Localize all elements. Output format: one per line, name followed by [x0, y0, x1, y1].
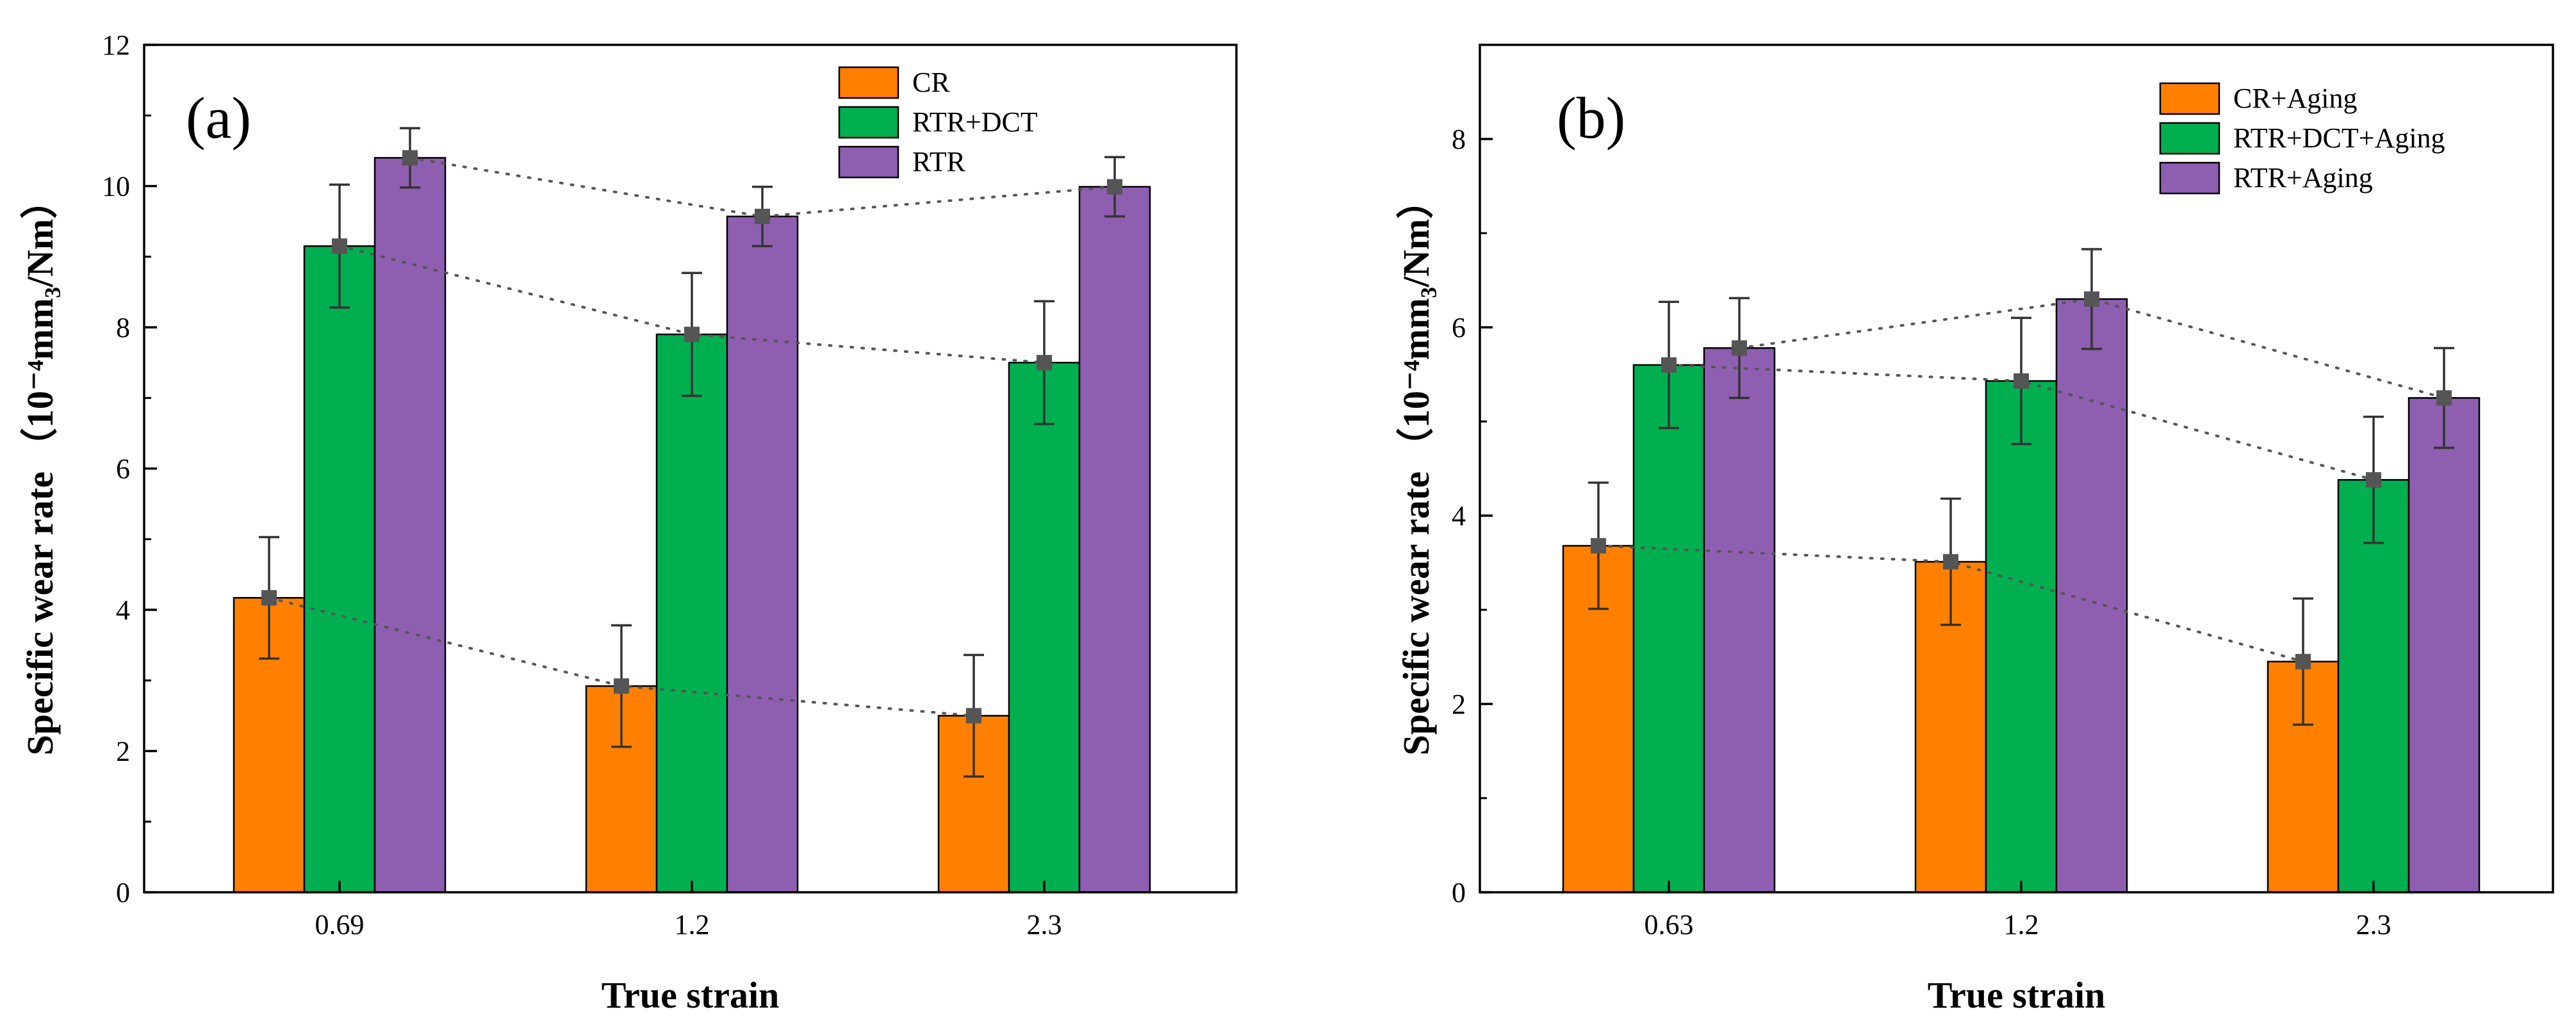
y-tick-label: 4 [116, 594, 130, 626]
y-axis-title-units: （10⁻⁴mm₃/Nm） [19, 182, 61, 465]
bar-rtr-aging-2.3 [2408, 397, 2481, 894]
mean-marker-rtr-2.3 [1107, 179, 1122, 195]
y-tick-label: 12 [102, 29, 130, 61]
bar-rtr-0.69 [373, 157, 447, 894]
mean-marker-rtr-dct-2.3 [1037, 355, 1052, 371]
y-tick-label: 6 [1452, 312, 1466, 343]
bar-rtr-aging-1.2 [2055, 298, 2128, 894]
bar-rtr-2.3 [1078, 186, 1151, 894]
mean-marker-cr-aging-2.3 [2295, 653, 2311, 669]
legend-label-cr-aging: CR+Aging [2233, 83, 2358, 114]
trend-line-rtr-aging [1738, 297, 2445, 400]
x-tick-label: 2.3 [1027, 909, 1062, 940]
legend-swatch-rtr-dct-aging [2159, 122, 2220, 155]
trend-line-rtr [409, 156, 1116, 218]
y-tick-label: 4 [1452, 500, 1466, 532]
mean-marker-cr-0.69 [261, 590, 277, 606]
x-tick-label: 1.2 [2004, 909, 2039, 940]
mean-marker-rtr-0.69 [402, 150, 418, 166]
mean-marker-cr-2.3 [966, 708, 981, 724]
legend-swatch-rtr-dct [838, 106, 899, 139]
y-tick-label: 0 [116, 877, 130, 908]
mean-marker-rtr-aging-1.2 [2084, 291, 2099, 307]
legend-label-rtr: RTR [912, 146, 966, 177]
panel-b: 0 2 4 6 8 0.63 1.2 2.3 True strain Specific wear … [1395, 44, 2554, 1016]
x-axis-title: True strain [602, 974, 780, 1016]
legend-swatch-rtr [838, 145, 899, 179]
bar-rtr-1.2 [726, 215, 799, 894]
y-tick-label: 10 [102, 171, 130, 202]
trend-line-rtr-dct [338, 245, 1046, 364]
x-tick-label: 1.2 [675, 909, 710, 940]
legend-label-rtr-aging: RTR+Aging [2233, 162, 2373, 193]
x-tick-label: 0.69 [315, 909, 365, 940]
bar-rtr-dct-2.3 [1008, 361, 1081, 894]
legend-swatch-cr-aging [2159, 82, 2220, 115]
bar-rtr-dct-0.69 [303, 245, 376, 894]
mean-marker-cr-aging-0.63 [1591, 538, 1606, 554]
y-tick-label: 2 [116, 736, 130, 767]
mean-marker-rtr-dct-aging-1.2 [2014, 373, 2029, 389]
y-axis-title-main: Specific wear rate [1395, 471, 1437, 755]
mean-marker-rtr-1.2 [755, 208, 770, 224]
y-axis-title: Specific wear rate （10⁻⁴mm₃/Nm） [19, 182, 61, 756]
trend-line-cr [268, 596, 975, 717]
legend-label-rtr-dct-aging: RTR+DCT+Aging [2233, 122, 2445, 154]
mean-marker-cr-aging-1.2 [1943, 554, 1958, 570]
bar-rtr-dct-1.2 [655, 333, 728, 894]
mean-marker-rtr-dct-0.69 [332, 238, 347, 254]
legend-label-rtr-dct: RTR+DCT [912, 106, 1038, 138]
mean-marker-rtr-dct-1.2 [684, 327, 700, 343]
x-tick-label: 2.3 [2356, 909, 2391, 940]
y-axis-title: Specific wear rate （10⁻⁴mm₃/Nm） [1395, 182, 1437, 756]
x-tick-label: 0.63 [1645, 909, 1694, 940]
panel-label: (b) [1557, 85, 1625, 151]
panel-a: 0 2 4 6 8 10 12 0.69 1.2 2.3 True strain Specific w… [19, 29, 1238, 1016]
bar-rtr-dct-aging-0.63 [1632, 364, 1705, 894]
legend-label-cr: CR [912, 67, 950, 98]
bar-rtr-dct-aging-1.2 [1985, 380, 2058, 894]
mean-marker-rtr-dct-aging-2.3 [2366, 472, 2381, 488]
y-tick-label: 0 [1452, 877, 1466, 908]
y-axis-title-units: （10⁻⁴mm₃/Nm） [1395, 182, 1437, 465]
x-axis-title: True strain [1928, 974, 2106, 1016]
mean-marker-cr-1.2 [614, 678, 629, 694]
y-axis-title-main: Specific wear rate [19, 471, 61, 755]
y-tick-label: 2 [1452, 689, 1466, 720]
plot-frame [1479, 44, 2554, 894]
legend-swatch-cr [838, 66, 899, 99]
y-tick-label: 8 [116, 312, 130, 343]
y-tick-label: 6 [116, 454, 130, 485]
mean-marker-rtr-dct-aging-0.63 [1661, 357, 1677, 373]
legend-swatch-rtr-aging [2159, 161, 2220, 195]
y-tick-label: 8 [1452, 124, 1466, 155]
panel-label: (a) [186, 85, 251, 151]
bar-rtr-aging-0.63 [1703, 347, 1776, 894]
mean-marker-rtr-aging-0.63 [1732, 340, 1747, 356]
mean-marker-rtr-aging-2.3 [2436, 390, 2452, 406]
